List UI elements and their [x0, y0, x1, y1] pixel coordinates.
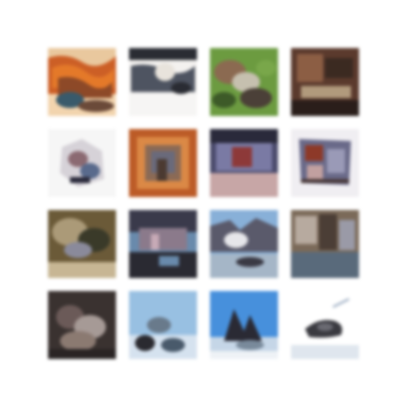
grid-tile [48, 129, 116, 197]
tile-image [291, 210, 359, 278]
tile-image [129, 210, 197, 278]
grid-tile [291, 48, 359, 116]
grid-tile [291, 291, 359, 359]
grid-tile [210, 210, 278, 278]
tile-image [48, 129, 116, 197]
grid-tile [291, 129, 359, 197]
tile-image [291, 48, 359, 116]
grid-tile [129, 129, 197, 197]
grid-tile [48, 48, 116, 116]
tile-image [48, 48, 116, 116]
grid-tile [210, 129, 278, 197]
grid-tile [291, 210, 359, 278]
tile-image [129, 48, 197, 116]
grid-tile [48, 210, 116, 278]
grid-tile [129, 291, 197, 359]
tile-image [129, 291, 197, 359]
tile-image [210, 291, 278, 359]
tile-image [48, 210, 116, 278]
grid-tile [129, 48, 197, 116]
tile-image [210, 48, 278, 116]
tile-image [48, 291, 116, 359]
grid-tile [210, 291, 278, 359]
tile-image [129, 129, 197, 197]
grid-tile [210, 48, 278, 116]
tile-image [291, 129, 359, 197]
tile-image [291, 291, 359, 359]
grid-tile [48, 291, 116, 359]
tile-image [210, 129, 278, 197]
grid-tile [129, 210, 197, 278]
tile-image [210, 210, 278, 278]
